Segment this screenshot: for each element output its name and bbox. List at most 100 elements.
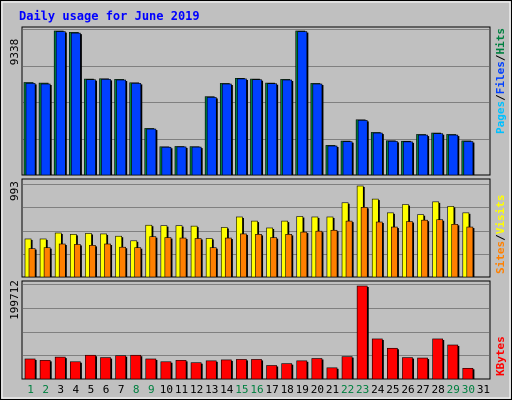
bar-visits-sites-sites-day-21 <box>330 229 338 278</box>
x-label-day-18: 18 <box>281 383 294 396</box>
legend-sep-1: / <box>494 94 507 101</box>
x-label-day-6: 6 <box>103 383 110 396</box>
bar-visits-sites-sites-day-12 <box>194 238 202 278</box>
legend-sep-3: / <box>494 234 507 241</box>
bar-visits-sites-sites-day-22 <box>345 220 353 278</box>
bar-hits-files-pages-files-day-25 <box>388 141 398 176</box>
bar-hits-files-pages-files-day-26 <box>403 141 413 176</box>
bar-visits-sites-sites-day-30 <box>466 226 474 278</box>
x-label-day-15: 15 <box>235 383 248 396</box>
bar-hits-files-pages-files-day-23 <box>357 120 368 176</box>
bar-kbytes-kbytes-day-4 <box>69 361 81 380</box>
bar-hits-files-pages-files-day-27 <box>418 134 428 176</box>
bar-visits-sites-sites-day-16 <box>255 234 262 278</box>
x-label-day-27: 27 <box>416 383 429 396</box>
bar-hits-files-pages-files-day-9 <box>146 128 157 176</box>
bar-visits-sites-sites-day-15 <box>240 233 247 278</box>
legend-hits-files-pages: Pages/Files/Hits <box>494 28 507 134</box>
bar-visits-sites-sites-day-4 <box>73 244 81 278</box>
x-label-day-16: 16 <box>250 383 263 396</box>
bar-visits-sites-sites-day-18 <box>285 234 293 278</box>
bar-hits-files-pages-files-day-6 <box>101 79 111 176</box>
x-label-day-8: 8 <box>133 383 140 396</box>
legend-pages: Pages <box>494 101 507 134</box>
bar-visits-sites-sites-day-24 <box>375 221 383 278</box>
bar-hits-files-pages-files-day-28 <box>433 133 444 176</box>
x-axis-day-labels: 1 2 3 4 5 6 7 8 9 10 11 12 13 14 15 16 17 18 19 20 21 22 23 24 2… <box>27 383 490 396</box>
x-label-day-26: 26 <box>401 383 414 396</box>
bar-kbytes-kbytes-day-22 <box>341 356 353 380</box>
bar-kbytes-kbytes-day-13 <box>205 360 217 380</box>
bar-hits-files-pages-files-day-8 <box>131 83 142 176</box>
chart-title: Daily usage for June 2019 <box>19 9 200 23</box>
bar-kbytes-kbytes-day-2 <box>39 360 51 380</box>
bar-visits-sites-sites-day-7 <box>119 246 126 278</box>
bar-kbytes-kbytes-day-18 <box>281 363 293 380</box>
bar-visits-sites-sites-day-5 <box>89 245 96 278</box>
bar-visits-sites-sites-day-8 <box>134 247 142 278</box>
x-label-day-29: 29 <box>447 383 460 396</box>
bar-hits-files-pages-files-day-22 <box>342 141 353 176</box>
bar-hits-files-pages-files-day-2 <box>40 83 51 176</box>
bar-hits-files-pages-files-day-24 <box>372 132 383 176</box>
bar-hits-files-pages-files-day-15 <box>237 78 247 176</box>
legend-kbytes: KBytes <box>494 336 507 376</box>
bar-kbytes-kbytes-day-28 <box>432 338 444 380</box>
x-label-day-30: 30 <box>462 383 475 396</box>
bar-visits-sites-sites-day-2 <box>43 247 51 278</box>
bar-visits-sites-sites-day-26 <box>406 221 413 278</box>
bar-visits-sites-sites-day-29 <box>451 224 459 278</box>
bar-hits-files-pages-files-day-19 <box>297 31 308 176</box>
panel-kbytes-ymax: 199712 <box>8 280 21 320</box>
x-label-day-9: 9 <box>148 383 155 396</box>
bar-visits-sites-sites-day-23 <box>360 207 368 278</box>
bar-kbytes-kbytes-day-1 <box>24 358 36 380</box>
bar-visits-sites-sites-day-13 <box>209 247 217 278</box>
x-label-day-21: 21 <box>326 383 339 396</box>
bar-kbytes-kbytes-day-21 <box>326 367 338 380</box>
bar-hits-files-pages-files-day-18 <box>282 79 293 176</box>
bar-visits-sites-sites-day-28 <box>436 219 444 278</box>
bar-visits-sites-sites-day-20 <box>315 230 323 278</box>
bar-visits-sites-sites-day-14 <box>224 237 232 278</box>
bar-visits-sites-sites-day-9 <box>149 236 157 278</box>
bar-visits-sites-sites-day-10 <box>164 237 172 278</box>
x-label-day-12: 12 <box>190 383 203 396</box>
x-label-day-19: 19 <box>296 383 309 396</box>
x-label-day-31: 31 <box>477 383 490 396</box>
bar-hits-files-pages-files-day-1 <box>25 83 36 176</box>
bar-visits-sites-sites-day-19 <box>300 231 308 278</box>
bar-hits-files-pages-files-day-17 <box>267 83 277 176</box>
bar-kbytes-kbytes-day-25 <box>387 347 398 380</box>
legend-sites: Sites <box>494 241 507 274</box>
bar-kbytes-kbytes-day-23 <box>356 285 368 380</box>
x-label-day-25: 25 <box>386 383 399 396</box>
bar-hits-files-pages-files-day-30 <box>463 141 474 176</box>
x-label-day-7: 7 <box>118 383 125 396</box>
bar-kbytes-kbytes-day-3 <box>54 356 66 380</box>
bar-kbytes-kbytes-day-24 <box>371 338 383 380</box>
bar-kbytes-kbytes-day-8 <box>130 354 142 380</box>
bar-kbytes-kbytes-day-16 <box>251 359 262 380</box>
bar-kbytes-kbytes-day-11 <box>175 360 187 380</box>
x-label-day-13: 13 <box>205 383 218 396</box>
x-label-day-28: 28 <box>432 383 445 396</box>
legend-hits: Hits <box>494 28 507 55</box>
x-label-day-22: 22 <box>341 383 354 396</box>
bar-hits-files-pages-files-day-5 <box>86 79 96 176</box>
panel-hits-ymax: 9338 <box>8 39 21 66</box>
bar-visits-sites-sites-day-1 <box>28 248 36 278</box>
x-label-day-11: 11 <box>175 383 188 396</box>
bar-kbytes-kbytes-day-10 <box>160 361 172 380</box>
bar-kbytes-kbytes-day-9 <box>145 358 157 380</box>
bar-kbytes-kbytes-day-27 <box>417 357 428 380</box>
x-label-day-10: 10 <box>160 383 173 396</box>
bar-kbytes-kbytes-day-12 <box>190 362 202 380</box>
bar-visits-sites-sites-day-3 <box>58 243 66 278</box>
bar-kbytes-kbytes-day-19 <box>296 360 308 380</box>
bar-hits-files-pages-files-day-4 <box>70 32 81 176</box>
bar-visits-sites-sites-day-11 <box>179 237 187 278</box>
bar-hits-files-pages-files-day-29 <box>448 134 459 176</box>
x-label-day-3: 3 <box>57 383 64 396</box>
